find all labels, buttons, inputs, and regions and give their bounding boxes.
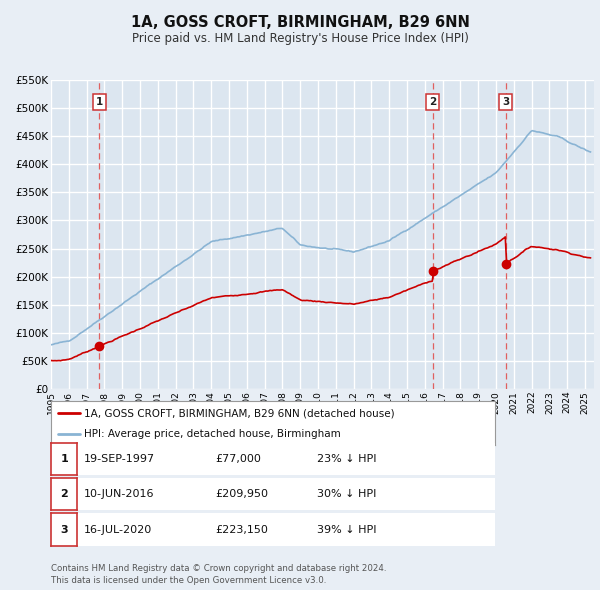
Text: 2: 2 — [61, 489, 68, 499]
Text: 2: 2 — [429, 97, 436, 107]
Text: £77,000: £77,000 — [215, 454, 261, 464]
Text: 30% ↓ HPI: 30% ↓ HPI — [317, 489, 377, 499]
Text: 23% ↓ HPI: 23% ↓ HPI — [317, 454, 377, 464]
Text: 3: 3 — [61, 525, 68, 535]
Text: This data is licensed under the Open Government Licence v3.0.: This data is licensed under the Open Gov… — [51, 576, 326, 585]
Text: Contains HM Land Registry data © Crown copyright and database right 2024.: Contains HM Land Registry data © Crown c… — [51, 565, 386, 573]
Text: Price paid vs. HM Land Registry's House Price Index (HPI): Price paid vs. HM Land Registry's House … — [131, 32, 469, 45]
Text: 10-JUN-2016: 10-JUN-2016 — [85, 489, 155, 499]
Text: 16-JUL-2020: 16-JUL-2020 — [85, 525, 152, 535]
Text: 3: 3 — [502, 97, 509, 107]
Text: 1: 1 — [96, 97, 103, 107]
Text: 1A, GOSS CROFT, BIRMINGHAM, B29 6NN (detached house): 1A, GOSS CROFT, BIRMINGHAM, B29 6NN (det… — [85, 408, 395, 418]
Text: 19-SEP-1997: 19-SEP-1997 — [85, 454, 155, 464]
Text: HPI: Average price, detached house, Birmingham: HPI: Average price, detached house, Birm… — [85, 428, 341, 438]
Text: 1A, GOSS CROFT, BIRMINGHAM, B29 6NN: 1A, GOSS CROFT, BIRMINGHAM, B29 6NN — [131, 15, 469, 30]
Text: £209,950: £209,950 — [215, 489, 268, 499]
Text: 39% ↓ HPI: 39% ↓ HPI — [317, 525, 377, 535]
Text: £223,150: £223,150 — [215, 525, 268, 535]
Text: 1: 1 — [61, 454, 68, 464]
